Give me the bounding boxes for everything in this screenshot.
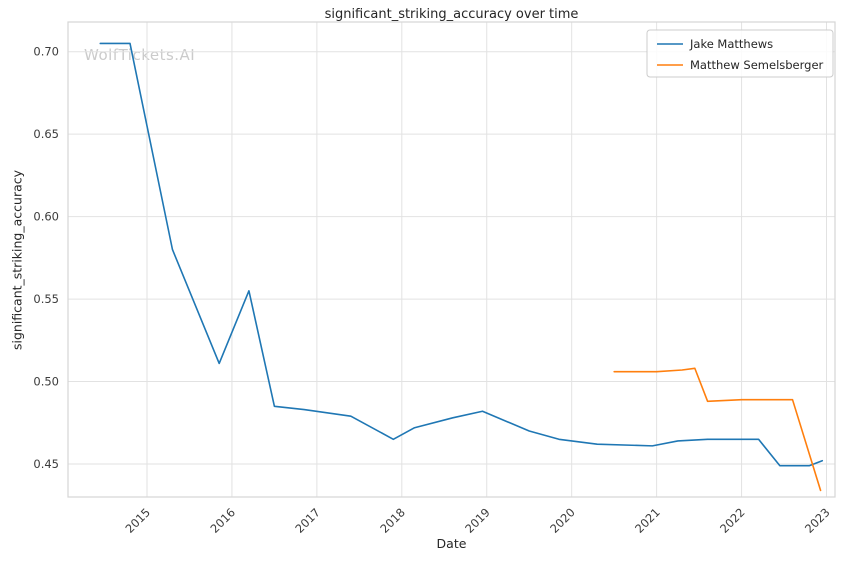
watermark: WolfTickets.AI	[84, 46, 196, 64]
x-tick-label: 2017	[292, 505, 323, 536]
y-tick-label: 0.65	[33, 127, 59, 141]
x-tick-label: 2020	[547, 505, 578, 536]
series-line-jake-matthews	[99, 42, 824, 467]
x-tick-label: 2018	[377, 505, 408, 536]
y-tick-label: 0.55	[33, 292, 59, 306]
y-tick-label: 0.50	[33, 375, 59, 389]
plot-border	[67, 21, 836, 498]
x-tick-label: 2023	[802, 505, 833, 536]
x-tick-label: 2016	[207, 505, 238, 536]
legend-label: Jake Matthews	[689, 37, 773, 51]
chart-title: significant_striking_accuracy over time	[324, 7, 579, 22]
legend-label: Matthew Semelsberger	[690, 58, 824, 72]
y-tick-label: 0.70	[33, 45, 59, 59]
y-tick-label: 0.45	[33, 457, 59, 471]
x-axis-label: Date	[436, 536, 467, 551]
y-tick-label: 0.60	[33, 210, 59, 224]
legend-box	[646, 29, 834, 78]
x-tick-label: 2021	[632, 505, 663, 536]
x-tick-label: 2015	[123, 505, 154, 536]
x-tick-label: 2022	[717, 505, 748, 536]
x-tick-label: 2019	[462, 505, 493, 536]
series-line-matthew-semelsberger	[613, 367, 822, 492]
